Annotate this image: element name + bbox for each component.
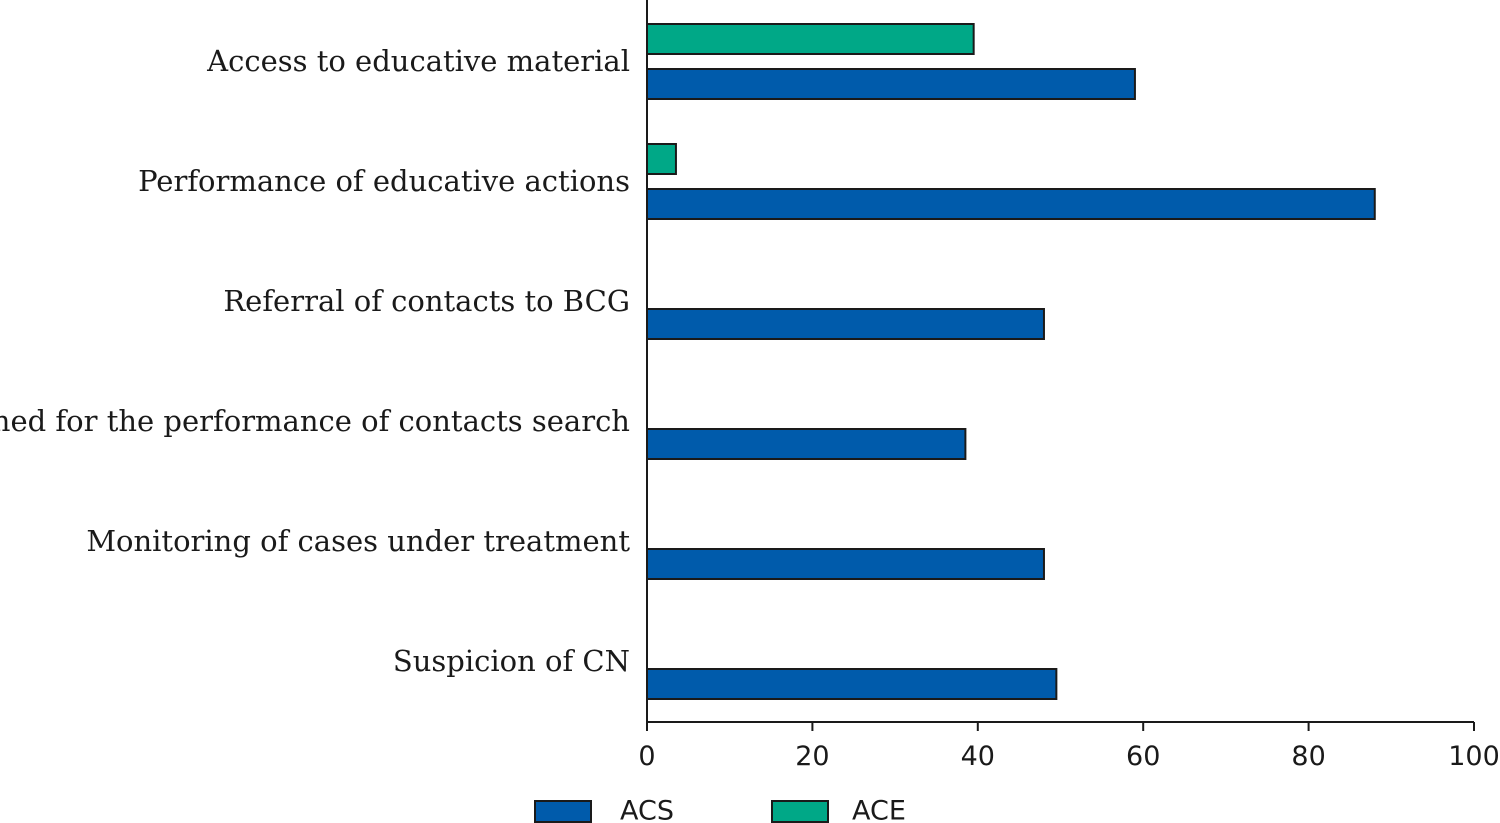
category-labels: Access to educative material Performance …: [0, 44, 630, 678]
x-tick-label: 80: [1291, 741, 1325, 772]
bar-ace: [646, 143, 677, 175]
x-tick-label: 20: [795, 741, 829, 772]
category-label: Referral of contacts to BCG: [223, 284, 630, 318]
bar-acs: [646, 428, 967, 460]
bar-acs: [646, 548, 1045, 580]
category-label: Access to educative material: [206, 44, 630, 78]
legend-label-ace: ACE: [852, 796, 906, 823]
legend-label-acs: ACS: [620, 796, 674, 823]
category-label: Suspicion of CN: [393, 644, 630, 678]
category-label: Trained for the performance of contacts …: [0, 404, 630, 438]
legend: ACS ACE: [534, 796, 906, 823]
x-tick-label: 40: [961, 741, 995, 772]
bar-ace: [646, 23, 975, 55]
x-tick-label: 60: [1126, 741, 1160, 772]
bar-acs: [646, 68, 1136, 100]
category-label: Performance of educative actions: [138, 164, 630, 198]
bar-acs: [646, 308, 1045, 340]
x-tick-label: 0: [638, 741, 655, 772]
bar-acs: [646, 188, 1376, 220]
x-tick-label: 100: [1448, 741, 1500, 772]
bars-group: [646, 23, 1376, 700]
category-label: Monitoring of cases under treatment: [86, 524, 630, 558]
x-axis-ticks: 0 20 40 60 80 100: [638, 722, 1500, 772]
legend-swatch-ace: [771, 800, 829, 823]
bar-acs: [646, 668, 1058, 700]
legend-swatch-acs: [534, 800, 592, 823]
